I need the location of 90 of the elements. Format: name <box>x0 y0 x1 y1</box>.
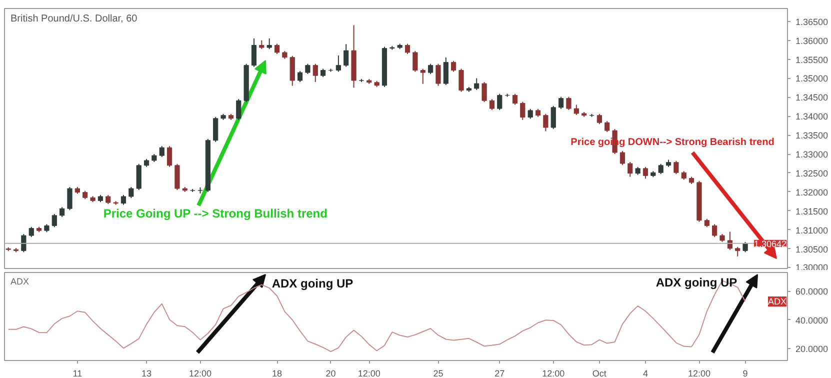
y-tick-label: 1.30500 <box>796 244 828 254</box>
candlestick <box>136 163 142 191</box>
candlestick <box>412 50 418 72</box>
y-tick-label: 1.35000 <box>796 74 828 84</box>
candlestick <box>60 206 65 218</box>
candlestick <box>128 186 134 199</box>
candlestick <box>236 98 242 120</box>
annotation: ADX going UP <box>656 276 738 290</box>
y-tick-label: 1.34000 <box>796 112 828 122</box>
candlestick <box>428 63 434 75</box>
y-tick-label: 1.36000 <box>796 36 828 46</box>
x-tick-label: 12:00 <box>188 368 212 378</box>
candlestick <box>528 108 533 120</box>
annotation: Price Going UP --> Strong Bullish trend <box>103 206 328 220</box>
candlestick <box>482 82 487 103</box>
candlestick <box>305 63 310 75</box>
x-tick-label: 12:00 <box>542 368 565 378</box>
candlestick <box>28 226 34 238</box>
candlestick <box>420 68 426 84</box>
x-tick-label: 12:00 <box>688 368 710 378</box>
y-tick-label: 1.36500 <box>796 16 828 27</box>
candlestick <box>21 234 26 253</box>
candlestick <box>344 44 349 68</box>
candlestick <box>620 150 626 166</box>
candlestick <box>120 194 126 206</box>
text: British Pound/U.S. Dollar, 60 <box>10 14 138 24</box>
candlestick <box>674 160 679 175</box>
candlestick <box>174 163 180 191</box>
ref-line-label: 1.30642 <box>754 238 787 249</box>
candlestick <box>497 93 502 111</box>
x-tick-label: 20 <box>326 368 336 378</box>
candlestick <box>574 104 579 116</box>
candlestick <box>742 241 748 253</box>
candlestick <box>297 70 303 83</box>
y-tick-label: 40.0000 <box>796 315 828 326</box>
candlestick <box>443 56 448 86</box>
candlestick <box>166 146 172 168</box>
candlestick <box>336 54 341 72</box>
candlestick <box>436 63 441 86</box>
candlestick <box>458 68 464 92</box>
candlestick <box>658 163 664 175</box>
candlestick <box>558 96 564 110</box>
candlestick <box>106 194 111 205</box>
candlestick <box>451 60 456 72</box>
y-tick-label: 1.35500 <box>796 54 828 65</box>
candlestick <box>604 120 610 133</box>
x-tick-label: 27 <box>494 368 505 378</box>
candlestick <box>213 116 218 142</box>
y-tick-label: 1.31000 <box>796 225 828 236</box>
x-tick-label: 13 <box>142 368 152 378</box>
x-tick-label: 4 <box>642 368 648 378</box>
candlestick <box>543 113 548 132</box>
y-tick-label: 1.33500 <box>796 130 828 141</box>
candlestick <box>159 146 164 158</box>
candlestick <box>266 38 272 50</box>
candlestick <box>474 78 480 90</box>
candlestick <box>274 43 280 54</box>
candlestick <box>312 63 318 83</box>
candlestick <box>251 38 257 68</box>
x-tick-label: 9 <box>742 368 748 378</box>
x-tick-label: 18 <box>272 368 282 378</box>
candlestick <box>596 113 602 125</box>
candlestick <box>512 93 518 106</box>
candlestick <box>290 55 295 86</box>
x-tick-label: Oct <box>592 368 607 378</box>
y-tick-label: 1.33000 <box>796 150 828 160</box>
annotation: ADX going UP <box>272 276 354 290</box>
y-tick-label: 60.0000 <box>796 286 828 297</box>
x-tick-label: 25 <box>433 368 444 378</box>
x-tick-label: 11 <box>72 368 82 378</box>
text: ADX <box>10 276 30 286</box>
text: ADX <box>768 296 787 306</box>
candlestick <box>67 186 72 211</box>
candlestick <box>52 213 57 228</box>
candlestick <box>735 246 740 257</box>
y-tick-label: 20.0000 <box>796 344 828 354</box>
candlestick <box>404 43 410 54</box>
candlestick <box>198 186 203 194</box>
candlestick <box>642 166 648 180</box>
y-tick-label: 1.31500 <box>796 206 828 216</box>
candlestick <box>489 98 495 111</box>
candlestick <box>712 224 718 238</box>
y-tick-label: 1.34500 <box>796 92 828 103</box>
candlestick <box>628 162 633 178</box>
y-tick-label: 1.32500 <box>796 168 828 178</box>
x-tick-label: 12:00 <box>358 368 380 378</box>
candlestick <box>550 105 556 130</box>
candlestick <box>566 96 572 111</box>
y-tick-label: 1.32000 <box>796 187 828 198</box>
candlestick <box>520 101 526 120</box>
